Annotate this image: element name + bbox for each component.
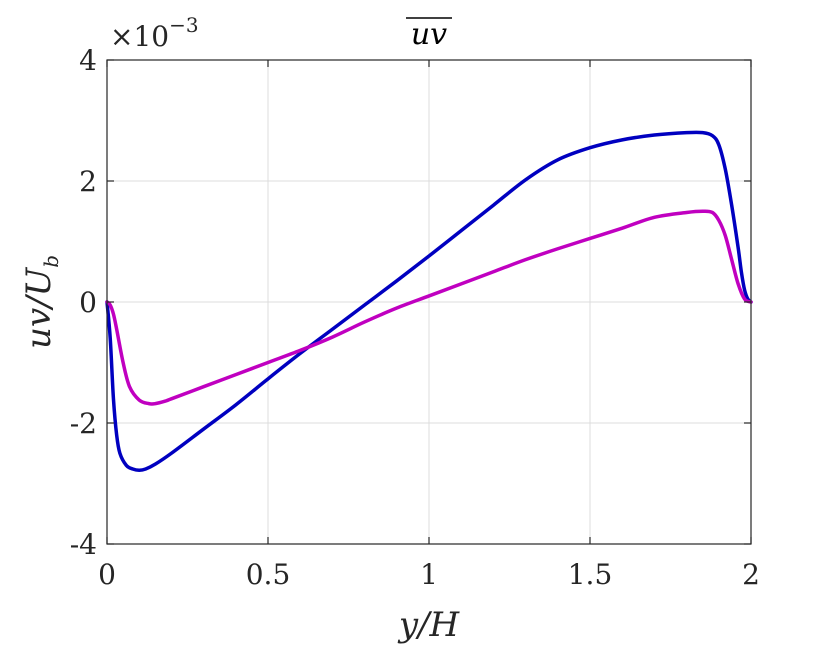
tick-marks <box>106 59 752 545</box>
series-line-1 <box>105 130 753 472</box>
y-multiplier-label: ×10−3 <box>110 13 199 53</box>
chart-title-group: uv <box>406 17 452 52</box>
x-tick-label: 0.5 <box>246 558 291 591</box>
x-tick-labels: 0 0.5 1 1.5 2 <box>98 558 760 591</box>
grid-lines <box>107 60 751 544</box>
y-axis-label: uv/Ub <box>19 255 63 349</box>
x-tick-label: 2 <box>742 558 760 591</box>
y-tick-labels: -4 -2 0 2 4 <box>70 44 97 561</box>
y-tick-label: 4 <box>79 44 97 77</box>
series-line-2 <box>105 209 753 406</box>
x-tick-label: 1.5 <box>568 558 613 591</box>
x-tick-label: 0 <box>98 558 116 591</box>
y-tick-label: -4 <box>70 528 97 561</box>
x-axis-label: y/H <box>397 605 461 645</box>
series-group <box>105 130 753 472</box>
y-tick-label: -2 <box>70 407 97 440</box>
chart-title: uv <box>411 17 447 52</box>
x-tick-label: 1 <box>420 558 438 591</box>
y-tick-label: 0 <box>79 286 97 319</box>
y-tick-label: 2 <box>79 165 97 198</box>
